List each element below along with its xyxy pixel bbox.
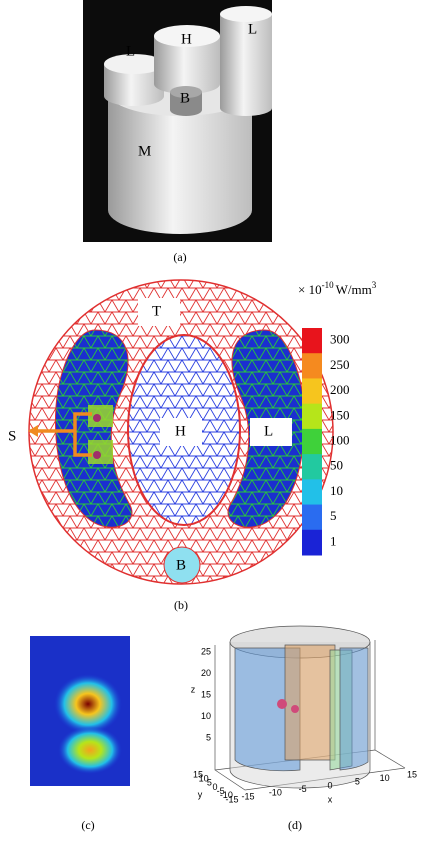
colorbar-label: 200 [330, 382, 350, 397]
heatmap [30, 636, 130, 786]
colorbar-segment [302, 378, 322, 404]
tick-label: 10 [201, 711, 211, 721]
label: L [264, 423, 273, 439]
tick-label: 15 [201, 689, 211, 699]
label: B [176, 557, 186, 573]
unit-prefix: × 10 [298, 282, 322, 297]
tick-label: 20 [201, 668, 211, 678]
caption: (d) [288, 818, 302, 832]
tick-label: 0 [327, 780, 332, 790]
tick-label: 5 [206, 732, 211, 742]
colorbar-segment [302, 404, 322, 430]
colorbar-segment [302, 454, 322, 480]
tick-label: 10 [380, 773, 390, 783]
label: T [152, 303, 161, 319]
axis-label: z [191, 684, 196, 694]
colorbar-label: 10 [330, 483, 343, 498]
caption: (c) [81, 818, 94, 832]
label: H [175, 423, 186, 439]
caption: (a) [173, 250, 186, 264]
tick-label: 15 [407, 769, 417, 779]
colorbar-segment [302, 328, 322, 354]
colorbar-segment [302, 530, 322, 556]
label: L [248, 21, 257, 37]
colorbar-label: 250 [330, 357, 350, 372]
unit-exponent: 3 [372, 280, 377, 290]
label: H [181, 31, 192, 47]
colorbar-segment [302, 479, 322, 505]
colorbar-label: 1 [330, 533, 337, 548]
label: B [180, 90, 190, 106]
colorbar-label: 150 [330, 407, 350, 422]
colorbar-segment [302, 429, 322, 455]
tick-label: 5 [207, 778, 212, 788]
label: M [138, 143, 151, 159]
tick-label: -10 [269, 788, 282, 798]
unit-exponent: -10 [322, 280, 334, 290]
unit-name: W/mm [336, 282, 372, 297]
colorbar-label: 50 [330, 458, 343, 473]
tick-label: -5 [299, 784, 307, 794]
figure: L H L B M (a) T H L S B × 10-10W/mm3 300… [0, 0, 433, 843]
axis-label: y [198, 789, 203, 799]
label: S [8, 428, 16, 444]
colorbar-label: 100 [330, 432, 350, 447]
tick-label: -15 [241, 791, 254, 801]
photo [83, 0, 272, 242]
label: L [126, 43, 135, 59]
tick-label: -15 [225, 794, 238, 804]
caption: (b) [174, 598, 188, 612]
3d-plot [215, 626, 405, 790]
colorbar-segment [302, 505, 322, 531]
colorbar-label: 300 [330, 332, 350, 347]
tick-label: 5 [355, 777, 360, 787]
colorbar-label: 5 [330, 508, 337, 523]
tick-label: 25 [201, 646, 211, 656]
colorbar-segment [302, 353, 322, 379]
axis-label: x [328, 794, 333, 804]
